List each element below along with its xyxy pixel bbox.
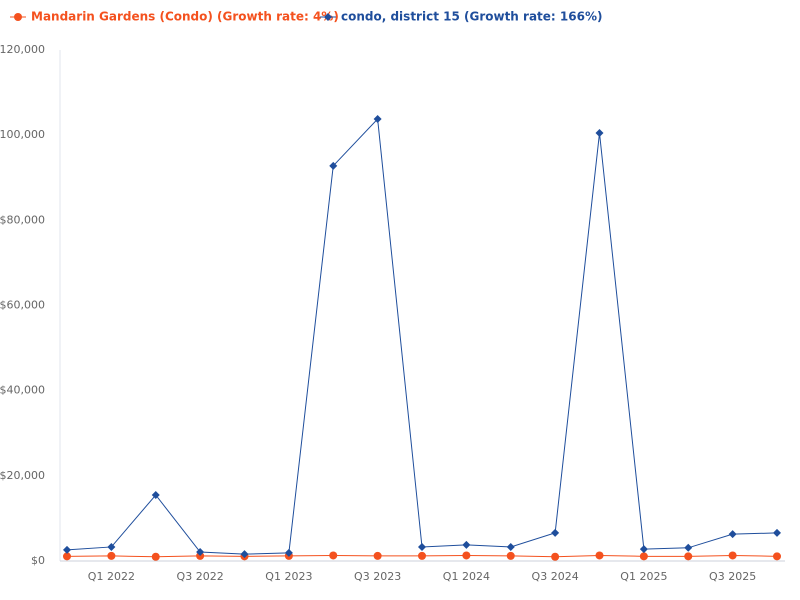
point: [373, 114, 382, 123]
point: [63, 545, 71, 554]
point: [196, 548, 205, 557]
point: [595, 129, 604, 138]
series-line: [66, 117, 778, 555]
point: [728, 551, 737, 560]
point: [506, 542, 515, 551]
point: [418, 551, 426, 560]
point: [63, 552, 71, 561]
x-tick-label: Q1 2025: [620, 570, 667, 583]
x-tick-label: Q1 2022: [88, 570, 135, 583]
legend-marker: [324, 13, 332, 21]
legend-marker: [14, 13, 22, 21]
point: [639, 545, 648, 554]
y-tick-label: $0: [31, 554, 45, 567]
point: [284, 548, 293, 557]
y-tick-label: $40,000: [0, 384, 45, 397]
point: [418, 542, 426, 551]
x-tick-label: Q1 2024: [443, 570, 490, 583]
point: [684, 543, 693, 552]
point: [329, 161, 338, 170]
point: [506, 551, 515, 560]
point: [773, 528, 781, 537]
point: [728, 530, 737, 539]
point: [462, 540, 471, 549]
point: [329, 551, 338, 560]
point: [551, 552, 560, 561]
point: [107, 542, 116, 551]
point: [151, 490, 160, 499]
point: [595, 551, 604, 560]
point: [551, 528, 560, 537]
point: [639, 552, 648, 561]
point: [684, 552, 693, 561]
x-tick-label: Q3 2025: [709, 570, 756, 583]
point: [107, 551, 116, 560]
point: [240, 550, 249, 559]
y-tick-label: $80,000: [0, 213, 45, 226]
y-tick-label: $100,000: [0, 128, 45, 141]
point: [151, 552, 160, 561]
x-tick-label: Q3 2024: [532, 570, 579, 583]
y-tick-label: $20,000: [0, 469, 45, 482]
legend-text[interactable]: condo, district 15 (Growth rate: 166%): [341, 10, 602, 24]
x-tick-label: Q3 2023: [354, 570, 401, 583]
x-tick-label: Q3 2022: [177, 570, 224, 583]
y-tick-label: $120,000: [0, 43, 45, 56]
point: [773, 552, 781, 561]
x-tick-label: Q1 2023: [265, 570, 312, 583]
point: [462, 551, 471, 560]
y-tick-label: $60,000: [0, 299, 45, 312]
legend-text[interactable]: Mandarin Gardens (Condo) (Growth rate: 4…: [31, 10, 339, 24]
point: [373, 551, 382, 560]
